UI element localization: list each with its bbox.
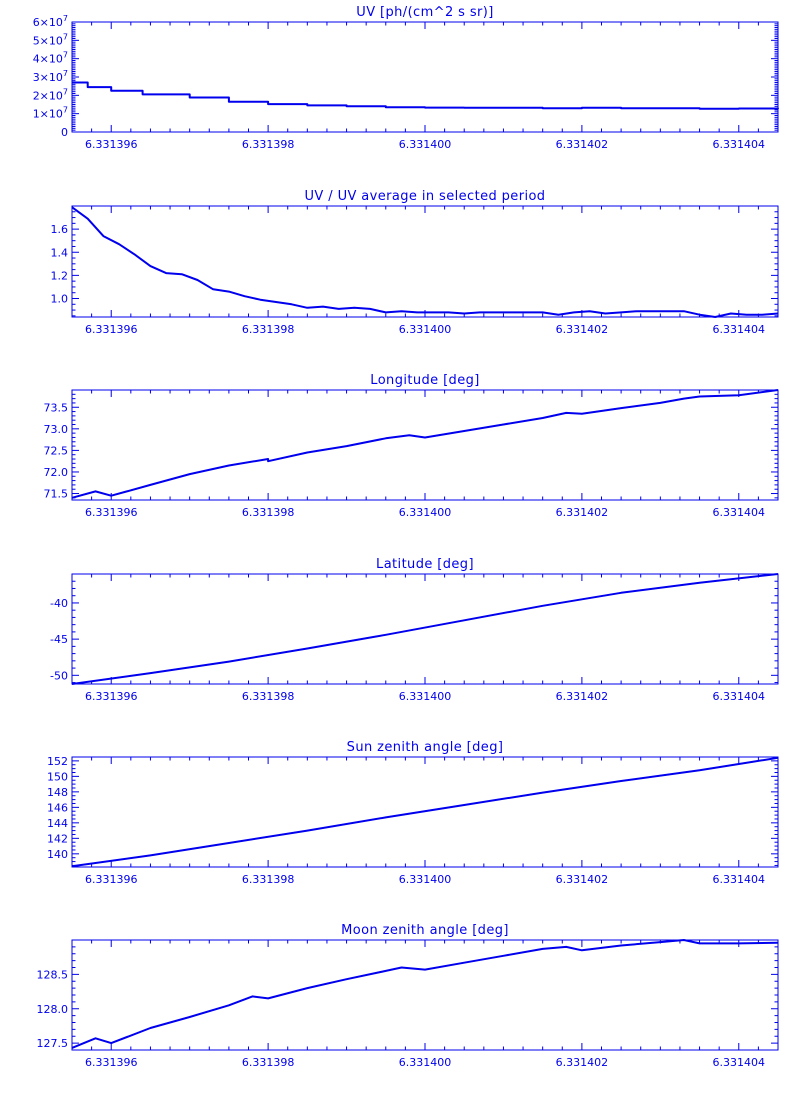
y-tick-mantissa: 5×10 — [33, 34, 63, 47]
y-tick-mantissa: 1×10 — [33, 108, 63, 121]
y-tick-exponent: 7 — [63, 51, 68, 60]
series-line — [72, 81, 779, 110]
x-tick-label: 6.331396 — [85, 690, 138, 703]
x-tick-label: 6.331400 — [399, 323, 452, 336]
plot-frame — [71, 389, 779, 501]
series-line — [71, 573, 779, 685]
y-tick-label: 1.6 — [51, 223, 69, 236]
x-tick-label: 6.331402 — [556, 873, 609, 886]
panel-6: Moon zenith angle [deg] 6.331396 6.331398 6… — [37, 923, 779, 1069]
x-tick-label: 6.331404 — [713, 1056, 766, 1069]
y-tick-label: 127.5 — [37, 1037, 69, 1050]
panel-2: UV / UV average in selected period 6.3313… — [51, 189, 779, 336]
x-tick-label: 6.331400 — [399, 1056, 452, 1069]
x-tick-label: 6.331400 — [399, 690, 452, 703]
series-line — [71, 389, 779, 499]
y-tick-label: 73.0 — [44, 423, 69, 436]
y-tick-label: 0 — [61, 126, 68, 139]
y-tick-label: 5×107 — [33, 32, 68, 47]
y-tick-label: 150 — [47, 770, 68, 783]
x-tick-label: 6.331396 — [85, 506, 138, 519]
series-line — [71, 756, 779, 868]
panel-title: Latitude [deg] — [376, 557, 474, 572]
y-tick-exponent: 7 — [63, 32, 68, 41]
y-tick-label: 1×107 — [33, 106, 68, 121]
y-tick-label: 72.5 — [44, 444, 69, 457]
panel-3: Longitude [deg] 6.331396 6.331398 6.331400 6… — [44, 373, 779, 519]
y-tick-label: 128.5 — [37, 968, 69, 981]
x-tick-label: 6.331404 — [713, 138, 766, 151]
y-tick-mantissa: 2×10 — [33, 89, 63, 102]
y-tick-mantissa: 0 — [61, 126, 68, 139]
y-tick-label: 3×107 — [33, 69, 68, 84]
plot-frame — [71, 939, 779, 1051]
y-tick-label: 73.5 — [44, 401, 69, 414]
y-tick-label: 144 — [47, 817, 68, 830]
x-tick-label: 6.331398 — [242, 138, 295, 151]
y-tick-label: 140 — [47, 848, 68, 861]
y-tick-label: 142 — [47, 832, 68, 845]
y-tick-mantissa: 6×10 — [33, 16, 63, 29]
y-tick-exponent: 7 — [63, 106, 68, 115]
x-tick-label: 6.331398 — [242, 1056, 295, 1069]
y-tick-label: 4×107 — [33, 51, 68, 66]
y-tick-label: 2×107 — [33, 87, 68, 102]
y-tick-label: 1.4 — [51, 246, 69, 259]
x-tick-label: 6.331398 — [242, 323, 295, 336]
y-tick-exponent: 7 — [63, 69, 68, 78]
x-tick-label: 6.331398 — [242, 506, 295, 519]
panel-title: Moon zenith angle [deg] — [341, 923, 509, 938]
y-tick-label: 128.0 — [37, 1003, 69, 1016]
panel-1: UV [ph/(cm^2 s sr)] 6.331396 6.331398 6.331… — [33, 5, 779, 151]
x-tick-label: 6.331398 — [242, 690, 295, 703]
panel-title: Longitude [deg] — [370, 373, 479, 388]
series-line — [71, 206, 779, 318]
y-tick-label: 146 — [47, 801, 68, 814]
plot-frame — [71, 205, 779, 318]
y-tick-label: 71.5 — [44, 488, 69, 501]
panel-title: UV [ph/(cm^2 s sr)] — [356, 5, 493, 20]
x-tick-label: 6.331402 — [556, 1056, 609, 1069]
x-tick-label: 6.331404 — [713, 506, 766, 519]
y-tick-label: 6×107 — [33, 14, 68, 29]
y-tick-label: -40 — [50, 597, 68, 610]
x-tick-label: 6.331400 — [399, 506, 452, 519]
x-tick-label: 6.331396 — [85, 323, 138, 336]
x-tick-label: 6.331400 — [399, 138, 452, 151]
y-tick-label: -45 — [50, 633, 68, 646]
panel-title: Sun zenith angle [deg] — [347, 740, 504, 755]
x-tick-label: 6.331398 — [242, 873, 295, 886]
y-tick-label: -50 — [50, 669, 68, 682]
plot-frame — [71, 21, 779, 133]
y-tick-mantissa: 3×10 — [33, 71, 63, 84]
x-tick-label: 6.331396 — [85, 873, 138, 886]
x-tick-label: 6.331402 — [556, 690, 609, 703]
y-tick-label: 72.0 — [44, 466, 69, 479]
x-tick-label: 6.331396 — [85, 138, 138, 151]
y-tick-mantissa: 4×10 — [33, 53, 63, 66]
x-tick-label: 6.331404 — [713, 323, 766, 336]
y-tick-exponent: 7 — [63, 87, 68, 96]
x-tick-label: 6.331400 — [399, 873, 452, 886]
panel-5: Sun zenith angle [deg] 6.331396 6.331398 6.… — [47, 740, 779, 886]
x-tick-label: 6.331404 — [713, 873, 766, 886]
panel-4: Latitude [deg] 6.331396 6.331398 6.331400 6.… — [50, 557, 779, 703]
plot-frame — [71, 573, 779, 685]
y-tick-label: 152 — [47, 755, 68, 768]
y-tick-label: 1.0 — [51, 293, 69, 306]
x-tick-label: 6.331402 — [556, 506, 609, 519]
x-tick-label: 6.331396 — [85, 1056, 138, 1069]
x-tick-label: 6.331404 — [713, 690, 766, 703]
y-tick-label: 1.2 — [51, 269, 69, 282]
y-tick-label: 148 — [47, 786, 68, 799]
series-line — [71, 939, 779, 1049]
x-tick-label: 6.331402 — [556, 323, 609, 336]
panel-title: UV / UV average in selected period — [305, 189, 546, 204]
x-tick-label: 6.331402 — [556, 138, 609, 151]
y-tick-exponent: 7 — [63, 14, 68, 23]
